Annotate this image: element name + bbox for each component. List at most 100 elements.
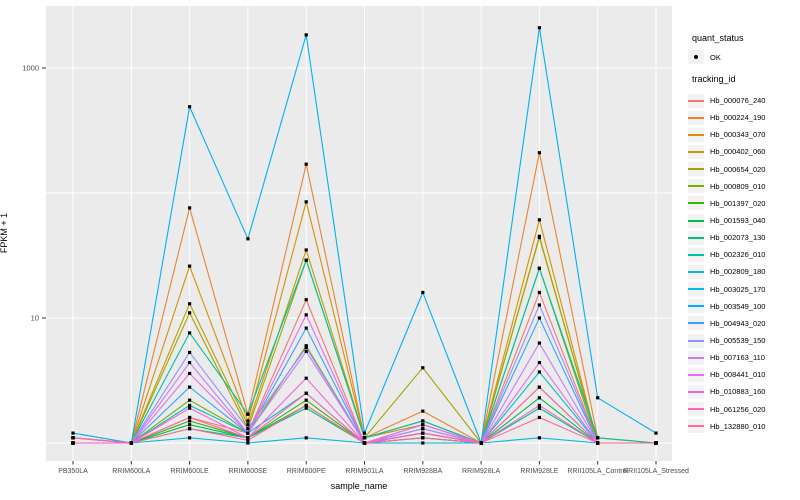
data-point xyxy=(537,403,541,407)
legend-item-Hb_002326_010: Hb_002326_010 xyxy=(688,246,765,263)
data-point xyxy=(537,436,541,440)
data-point xyxy=(129,441,133,445)
data-point xyxy=(188,206,192,210)
data-point xyxy=(537,385,541,389)
data-point xyxy=(304,349,308,354)
legend-color-line-icon xyxy=(688,219,704,222)
point-marker-icon xyxy=(694,55,698,59)
data-point xyxy=(421,290,425,295)
legend-item-label: Hb_008441_010 xyxy=(710,370,766,380)
legend-item-Hb_003549_100: Hb_003549_100 xyxy=(688,298,765,315)
data-point xyxy=(188,105,192,109)
data-point xyxy=(246,423,250,427)
legend-key-box xyxy=(688,333,704,348)
y-tick-label: 10 xyxy=(31,314,39,323)
data-point xyxy=(304,162,308,166)
data-point xyxy=(537,218,541,222)
data-point xyxy=(421,441,425,445)
legend-color-line-icon xyxy=(688,253,704,256)
legend-item-label: Hb_000076_240 xyxy=(710,96,766,106)
legend-item-label: Hb_000809_010 xyxy=(710,181,766,191)
legend-item-label: Hb_000402_060 xyxy=(710,147,766,157)
data-point xyxy=(654,431,658,435)
legend-color-line-icon xyxy=(688,339,704,342)
legend-key-box xyxy=(688,230,704,245)
legend-color-line-icon xyxy=(688,288,704,291)
legend-key-box xyxy=(688,316,704,331)
legend-item-label: Hb_002809_180 xyxy=(710,267,766,277)
legend-key-box xyxy=(688,367,704,382)
x-axis-title: sample_name xyxy=(330,481,388,491)
data-point xyxy=(246,412,250,416)
legend-color-line-icon xyxy=(688,133,704,136)
legend-key-box xyxy=(688,93,704,108)
data-point xyxy=(304,376,308,380)
legend-title-quant-status: quant_status xyxy=(692,33,744,43)
legend-color-line-icon xyxy=(688,185,704,188)
data-point xyxy=(188,423,192,427)
tracking-id-legend: Hb_000076_240 Hb_000224_190 Hb_000343_070 H… xyxy=(688,92,765,435)
legend-key-box xyxy=(688,350,704,365)
legend-color-line-icon xyxy=(688,168,704,171)
data-point xyxy=(596,436,600,440)
data-point xyxy=(421,427,425,431)
data-point xyxy=(71,431,75,435)
legend-color-line-icon xyxy=(688,150,704,153)
legend-item-label: Hb_000343_070 xyxy=(710,130,766,140)
x-tick-label: RRII105LA_Control xyxy=(567,468,628,475)
data-point xyxy=(304,258,308,262)
data-point xyxy=(421,436,425,440)
data-point xyxy=(246,438,250,442)
legend-item-Hb_000809_010: Hb_000809_010 xyxy=(688,178,765,195)
data-point xyxy=(304,391,308,395)
data-point xyxy=(304,248,308,252)
legend-item-Hb_061256_020: Hb_061256_020 xyxy=(688,401,765,418)
legend-item-label: Hb_007163_110 xyxy=(710,353,765,363)
legend-color-line-icon xyxy=(688,116,704,119)
data-point xyxy=(362,441,367,445)
data-point xyxy=(71,436,75,440)
data-point xyxy=(421,366,425,370)
x-tick-label: RRIM600LA xyxy=(112,468,150,475)
data-point xyxy=(188,385,192,389)
x-tick-label: RRIM600LE xyxy=(171,468,209,475)
legend-item-label: Hb_004943_020 xyxy=(710,318,766,328)
legend-key-box xyxy=(688,179,704,194)
legend-item-label: Hb_003549_100 xyxy=(710,301,766,311)
data-point xyxy=(537,406,541,410)
legend-key-box xyxy=(688,419,704,434)
legend-key-box xyxy=(688,299,704,314)
data-point xyxy=(479,441,483,445)
legend-item-label: OK xyxy=(710,52,721,62)
legend-item-label: Hb_001593_040 xyxy=(710,216,766,226)
data-point xyxy=(188,427,192,431)
legend-color-line-icon xyxy=(688,322,704,325)
data-point xyxy=(304,298,308,302)
legend-color-line-icon xyxy=(688,305,704,308)
legend-color-line-icon xyxy=(688,425,704,428)
data-point xyxy=(188,406,192,410)
legend-item-label: Hb_001397_020 xyxy=(710,198,766,208)
x-tick-label: RRIM928BA xyxy=(403,468,442,475)
data-point xyxy=(304,436,308,440)
data-point xyxy=(596,396,600,400)
data-point xyxy=(304,313,308,317)
legend-item-Hb_004943_020: Hb_004943_020 xyxy=(688,315,765,332)
legend-item-label: Hb_005539_150 xyxy=(710,336,766,346)
data-point xyxy=(246,427,250,431)
legend-item-Hb_000343_070: Hb_000343_070 xyxy=(688,126,765,143)
data-point xyxy=(188,264,192,268)
data-point xyxy=(304,403,308,407)
data-point xyxy=(362,431,367,435)
legend-item-Hb_010883_160: Hb_010883_160 xyxy=(688,383,765,400)
legend-item-Hb_000224_190: Hb_000224_190 xyxy=(688,109,765,126)
data-point xyxy=(246,431,250,435)
data-point xyxy=(304,345,308,350)
data-point xyxy=(304,406,308,410)
legend-item-label: Hb_132880_010 xyxy=(710,421,766,431)
data-point xyxy=(596,441,600,445)
data-point xyxy=(188,360,192,365)
data-point xyxy=(304,200,308,204)
